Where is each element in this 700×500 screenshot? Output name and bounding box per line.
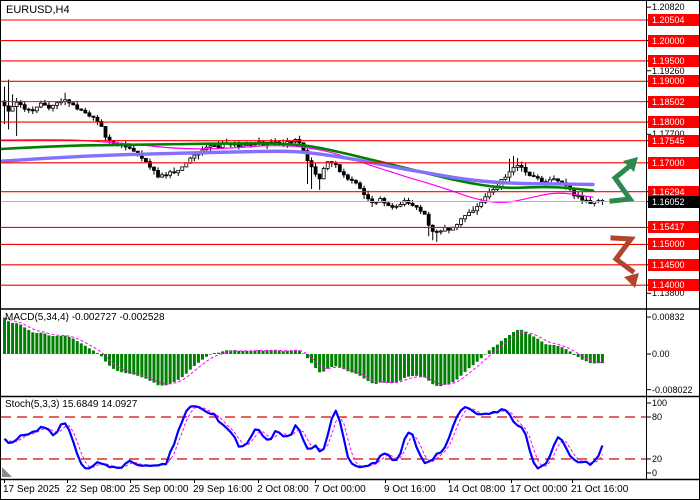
time-axis-label[interactable]: 9 Oct 16:00 <box>384 484 436 495</box>
time-axis-label[interactable]: 14 Oct 08:00 <box>448 484 506 495</box>
stoch-signal-line <box>4 406 603 468</box>
stoch-indicator-label: Stoch(5,3,3) 15.6849 14.0927 <box>5 399 137 410</box>
current-price-tag: 1.16052 <box>648 195 699 208</box>
fast-ma-magenta-line <box>1 139 594 203</box>
macd-indicator-label: MACD(5,34,4) -0.002727 -0.002528 <box>5 312 165 323</box>
price-level-tag[interactable]: 1.14000 <box>648 279 699 292</box>
time-axis-label[interactable]: 29 Sep 16:00 <box>193 484 253 495</box>
time-axis-label[interactable]: 21 Oct 16:00 <box>571 484 629 495</box>
resize-grip-icon[interactable] <box>2 467 12 477</box>
price-level-tag[interactable]: 1.18502 <box>648 95 699 108</box>
macd-indicator-values: -0.002727 -0.002528 <box>71 312 165 323</box>
price-level-tag[interactable]: 1.17545 <box>648 134 699 147</box>
price-level-tag[interactable]: 1.20504 <box>648 13 699 26</box>
down-arrow-annotation[interactable] <box>610 235 639 288</box>
price-scale-label: 1.13800 <box>652 288 685 299</box>
stoch-indicator-values: 15.6849 14.0927 <box>62 399 138 410</box>
price-level-tag[interactable]: 1.19000 <box>648 75 699 88</box>
price-level-tag[interactable]: 1.17000 <box>648 156 699 169</box>
price-level-tag[interactable]: 1.19500 <box>648 54 699 67</box>
time-axis-label[interactable]: 17 Sep 2025 <box>3 484 60 495</box>
stoch-axis-label: 80 <box>652 412 663 422</box>
macd-axis-label: 0.00832 <box>652 312 685 323</box>
price-level-tag[interactable]: 1.18000 <box>648 116 699 129</box>
up-arrow-annotation[interactable] <box>609 157 638 204</box>
stoch-axis-label: 100 <box>652 398 668 408</box>
slow-ma-violet-line <box>1 149 595 187</box>
price-level-tag[interactable]: 1.14500 <box>648 258 699 271</box>
price-scale-label: 1.19260 <box>652 65 685 76</box>
time-axis-label[interactable]: 2 Oct 08:00 <box>257 484 309 495</box>
candlestick-series <box>2 79 605 242</box>
price-level-tag[interactable]: 1.15000 <box>648 238 699 251</box>
stoch-axis-label: 20 <box>652 454 663 464</box>
stoch-main-line <box>3 405 604 470</box>
medium-ma-green-line <box>1 142 595 192</box>
time-axis-label[interactable]: 25 Sep 00:00 <box>129 484 189 495</box>
macd-axis-label: -0.008022 <box>652 384 693 395</box>
macd-panel[interactable] <box>3 317 604 387</box>
macd-signal-line <box>4 317 603 385</box>
price-level-tag[interactable]: 1.15417 <box>648 221 699 234</box>
price-level-tag[interactable]: 1.20000 <box>648 34 699 47</box>
macd-indicator-name: MACD(5,34,4) <box>5 312 69 323</box>
stoch-axis-label: 0 <box>652 468 658 478</box>
time-axis-label[interactable]: 7 Oct 00:00 <box>314 484 366 495</box>
time-axis-label[interactable]: 17 Oct 00:00 <box>510 484 568 495</box>
macd-axis-label: 0.00 <box>652 349 670 359</box>
time-axis-label[interactable]: 22 Sep 08:00 <box>66 484 126 495</box>
price-scale-label: 1.17700 <box>652 129 685 139</box>
stoch-panel[interactable] <box>1 405 646 470</box>
symbol-title: EURUSD,H4 <box>6 4 70 16</box>
price-scale-label: 1.20820 <box>652 2 685 13</box>
price-level-tag[interactable]: 1.16294 <box>648 185 699 198</box>
stoch-indicator-name: Stoch(5,3,3) <box>5 399 60 410</box>
price-panel[interactable] <box>1 79 605 242</box>
